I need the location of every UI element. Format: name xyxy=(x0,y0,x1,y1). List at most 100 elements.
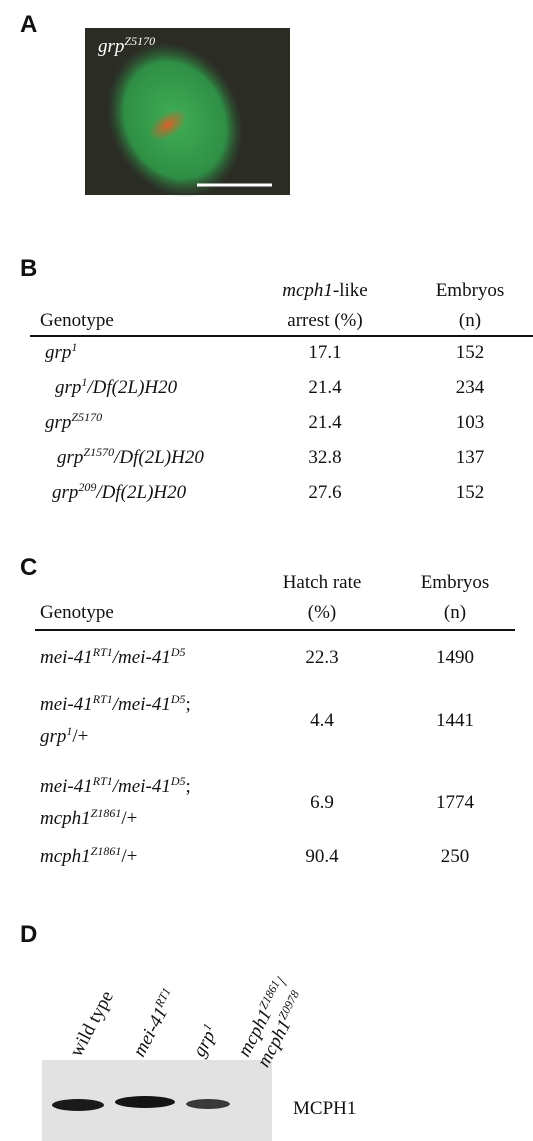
cell-text: Embryos xyxy=(436,280,505,301)
text-run: D5 xyxy=(170,774,186,788)
text-run: RT1 xyxy=(92,645,113,659)
cell-text: Genotype xyxy=(40,310,114,331)
text-run: mcph1 xyxy=(40,808,91,829)
cell-value: 234 xyxy=(456,377,485,398)
text-run: D5 xyxy=(170,645,186,659)
cell-value: 4.4 xyxy=(310,710,334,731)
cell-text: grp1/+ xyxy=(40,724,88,747)
text-run: /+ xyxy=(121,846,137,867)
text-run: RT1 xyxy=(92,692,113,706)
text-run: grp xyxy=(55,377,81,398)
text-run: 1 xyxy=(71,340,77,354)
cell-text: Embryos xyxy=(421,572,490,593)
cell-value: 250 xyxy=(441,846,470,867)
text-run: mei-41 xyxy=(40,776,93,797)
text-run: (n) xyxy=(459,310,481,331)
text-run: mei-41 xyxy=(40,647,93,668)
text-run: (n) xyxy=(444,602,466,623)
text-run: ; xyxy=(186,776,191,797)
cell-value: 6.9 xyxy=(310,792,334,813)
cell-text: (n) xyxy=(459,310,481,331)
cell-text: arrest (%) xyxy=(287,310,362,331)
text-run: grp xyxy=(45,342,71,363)
text-run: grp xyxy=(189,1027,220,1060)
cell-text: Hatch rate xyxy=(283,572,362,593)
cell-text: Genotype xyxy=(40,602,114,623)
text-run: /+ xyxy=(72,726,88,747)
cell-value: 27.6 xyxy=(308,482,341,503)
figure: A grpZ5170 B C D Genotypemcph1-likearres… xyxy=(0,0,533,1141)
text-run: /Df(2L)H20 xyxy=(86,377,177,398)
cell-text: wild type xyxy=(66,988,118,1061)
cell-text: mei-41RT1/mei-41D5; xyxy=(40,692,191,715)
text-run: RT1 xyxy=(92,774,113,788)
text-run: Hatch rate xyxy=(283,572,362,593)
cell-text: grp1/Df(2L)H20 xyxy=(55,375,178,398)
text-run: mei-41 xyxy=(40,694,93,715)
cell-value: 1441 xyxy=(436,710,474,731)
band xyxy=(115,1096,175,1108)
cell-text: grp1 xyxy=(187,1021,223,1060)
text-run: /mei-41 xyxy=(112,694,171,715)
cell-value: 21.4 xyxy=(308,377,342,398)
cell-text: (n) xyxy=(444,602,466,623)
text-run: /mei-41 xyxy=(112,776,171,797)
text-run: grp xyxy=(57,447,83,468)
text-run: D5 xyxy=(170,692,186,706)
text-run: /Df(2L)H20 xyxy=(95,482,186,503)
text-run: grp xyxy=(45,412,71,433)
text-run: ; xyxy=(186,694,191,715)
text-run: mcph1 xyxy=(40,846,91,867)
text-run: wild type xyxy=(66,988,118,1061)
cell-text: mei-41RT1 xyxy=(127,985,181,1060)
text-run: Genotype xyxy=(40,602,114,623)
text-run: Z1861 xyxy=(91,806,122,820)
cell-value: 32.8 xyxy=(308,447,341,468)
text-run: Genotype xyxy=(40,310,114,331)
text-run: grp xyxy=(40,726,66,747)
cell-text: grp209/Df(2L)H20 xyxy=(52,480,187,503)
cell-value: 137 xyxy=(456,447,485,468)
text-run: /+ xyxy=(121,808,137,829)
cell-text: grpZ1570/Df(2L)H20 xyxy=(57,445,204,468)
text-run: Z0978 xyxy=(275,988,302,1022)
text-run: Z1861 xyxy=(91,844,122,858)
text-run: /mei-41 xyxy=(112,647,171,668)
text-run: Embryos xyxy=(436,280,505,301)
cell-text: grp1 xyxy=(45,340,77,363)
panel-label: D xyxy=(20,921,37,948)
cell-text: mcph1Z1861/+ xyxy=(40,844,137,867)
text-run: mei-41 xyxy=(129,1004,172,1060)
text-run: grp xyxy=(52,482,78,503)
text-run: Z5170 xyxy=(124,34,155,48)
cell-value: 22.3 xyxy=(305,647,338,668)
text-run: Z5170 xyxy=(71,410,102,424)
band xyxy=(186,1099,230,1109)
text-run: 209 xyxy=(78,480,96,494)
cell-value: 152 xyxy=(456,342,485,363)
panel-label: A xyxy=(20,11,37,38)
text-run: arrest (%) xyxy=(287,310,362,331)
text-run: mcph1 xyxy=(282,280,333,301)
cell-text: mei-41RT1/mei-41D5; xyxy=(40,774,191,797)
text-run: (%) xyxy=(308,602,336,623)
cell-value: 17.1 xyxy=(308,342,341,363)
cell-value: 21.4 xyxy=(308,412,342,433)
panel-label: B xyxy=(20,255,37,282)
panel-label: C xyxy=(20,554,37,581)
text-run: Embryos xyxy=(421,572,490,593)
cell-text: mcph1-like xyxy=(282,280,367,301)
text-run: /Df(2L)H20 xyxy=(113,447,204,468)
cell-value: 103 xyxy=(456,412,485,433)
text-run: -like xyxy=(333,280,368,301)
cell-value: 90.4 xyxy=(305,846,339,867)
text-run: grp xyxy=(98,36,124,57)
cell-text: grpZ5170 xyxy=(45,410,102,433)
cell-value: 1490 xyxy=(436,647,474,668)
cell-text: (%) xyxy=(308,602,336,623)
band-label: MCPH1 xyxy=(293,1098,356,1119)
band xyxy=(52,1099,104,1111)
cell-text: mcph1Z1861/+ xyxy=(40,806,137,829)
text-run: Z1570 xyxy=(83,445,114,459)
cell-value: 152 xyxy=(456,482,485,503)
